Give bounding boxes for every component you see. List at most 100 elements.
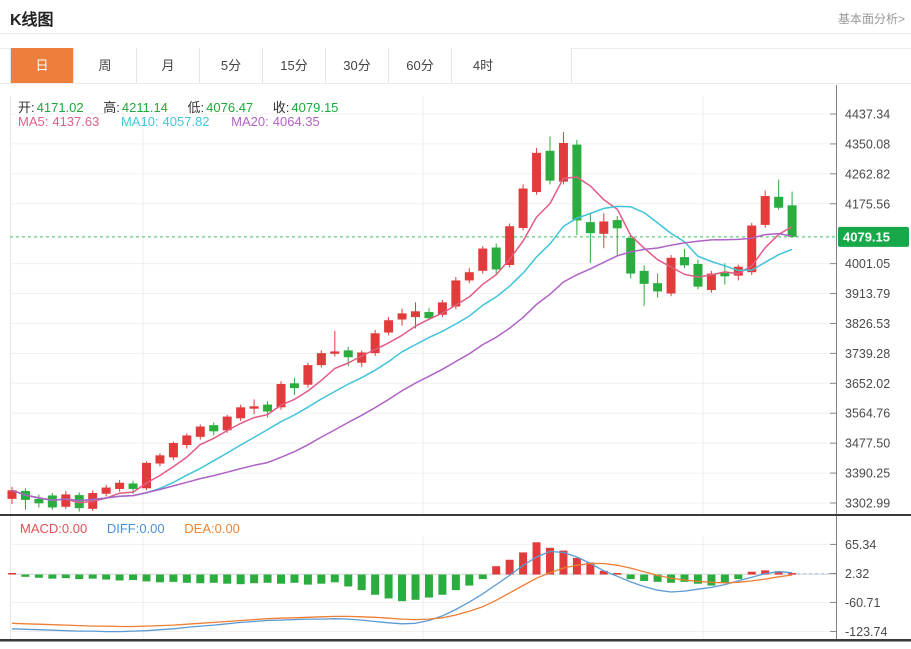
candle-body (437, 302, 447, 315)
close-group: 收: 4079.15 (273, 100, 339, 115)
macd-bar (142, 574, 151, 582)
macd-bar (398, 574, 407, 602)
macd-bar (169, 574, 178, 582)
axis-tick-label: 4001.05 (845, 257, 890, 271)
diff-label: DIFF: (106, 521, 140, 536)
candle-body (397, 313, 407, 320)
macd-bar (344, 574, 353, 587)
candle-body (411, 311, 420, 318)
macd-bar (465, 574, 474, 586)
dea-group: DEA:0.00 (184, 521, 240, 536)
macd-bar (747, 571, 756, 575)
macd-bar (572, 557, 581, 575)
tab-period-4[interactable]: 15分 (263, 48, 326, 83)
ma10-group: MA10: 4057.82 (121, 114, 210, 129)
candle-body (787, 205, 797, 237)
macd-bar (613, 573, 622, 575)
macd-value: 0.00 (61, 521, 88, 536)
ma10-label: MA10: (120, 114, 159, 129)
candle-body (101, 487, 111, 494)
candle-body (370, 333, 380, 354)
axis-tick-label: 2.32 (845, 567, 869, 581)
tab-period-5[interactable]: 30分 (326, 48, 389, 83)
dea-label: DEA: (184, 521, 215, 536)
macd-bar (263, 574, 272, 583)
macd-bar (653, 574, 662, 582)
close-label: 收: (272, 100, 290, 115)
tab-period-1[interactable]: 周 (74, 48, 137, 83)
candle-body (680, 257, 689, 266)
candle-body (572, 144, 582, 221)
macd-bar (75, 574, 84, 580)
header-divider (0, 33, 911, 34)
candle-body (249, 406, 259, 409)
macd-bar (88, 574, 97, 579)
diff-value: 0.00 (139, 521, 165, 536)
candle-body (168, 442, 178, 458)
candle-body (545, 150, 555, 181)
tab-period-2[interactable]: 月 (137, 48, 200, 83)
tab-period-3[interactable]: 5分 (200, 48, 263, 83)
candle-body (760, 196, 770, 225)
panel-divider (0, 514, 911, 516)
candle-body (155, 455, 165, 464)
axis-tick-label: 3302.99 (845, 497, 890, 511)
tab-period-0[interactable]: 日 (11, 48, 74, 83)
macd-bar (61, 574, 70, 579)
macd-bar (478, 574, 487, 580)
macd-legend-row: MACD:0.00 DIFF:0.00 DEA:0.00 (20, 521, 256, 536)
macd-bar (438, 574, 447, 595)
candle-body (384, 320, 394, 333)
candle-body (115, 482, 125, 489)
high-label: 高: (103, 100, 120, 115)
tab-period-6[interactable]: 60分 (389, 48, 452, 83)
axis-tick-label: 3477.50 (845, 437, 890, 451)
candle-body (532, 152, 542, 192)
macd-bar (707, 574, 716, 586)
page-title: K线图 (10, 12, 54, 29)
macd-bar (34, 574, 43, 578)
macd-group: MACD:0.00 (20, 521, 87, 536)
axis-tick-label: -123.74 (845, 625, 887, 639)
ma5-line (11, 176, 793, 504)
macd-bar (693, 574, 702, 584)
macd-bar (586, 562, 595, 575)
macd-bar (640, 574, 649, 581)
macd-bar (155, 574, 164, 583)
axis-tick-label: 4350.08 (845, 137, 890, 151)
open-group: 开: 4171.02 (18, 100, 84, 115)
current-price-badge-label: 4079.15 (843, 229, 890, 244)
candle-body (195, 426, 205, 437)
macd-bar (102, 574, 111, 580)
axis-tick-label: 65.34 (845, 538, 876, 552)
candle-body (222, 416, 232, 431)
axis-tick-label: 4262.82 (845, 167, 890, 181)
axis-tick-label: 3390.25 (845, 467, 890, 481)
candle-body (236, 407, 246, 419)
candle-body (491, 247, 501, 270)
candle-body (424, 311, 434, 319)
ma5-value: 4137.63 (52, 114, 100, 129)
macd-bar (788, 573, 797, 575)
macd-bar (720, 574, 729, 583)
panel-bottom-border (0, 639, 911, 642)
candle-body (47, 495, 57, 508)
axis-tick-label: 3652.02 (845, 377, 890, 391)
low-group: 低: 4076.47 (188, 100, 254, 115)
tabbar-bottom-line (0, 83, 911, 84)
ohlc-legend-row: 开: 4171.02 高: 4211.14 低: 4076.47 收: 4079.15 (18, 97, 354, 116)
candle-body (142, 462, 151, 489)
macd-bar (505, 559, 514, 575)
macd-bar (330, 574, 339, 583)
macd-bar (317, 574, 326, 584)
fundamental-analysis-link[interactable]: 基本面分析> (837, 12, 905, 26)
candle-body (34, 498, 44, 504)
macd-bar (182, 574, 191, 583)
macd-bar (303, 574, 312, 585)
candle-body (747, 225, 757, 273)
tab-period-7[interactable]: 4时 (452, 48, 514, 83)
macd-bar (599, 570, 608, 575)
macd-bar (8, 573, 16, 575)
candle-body (209, 425, 219, 432)
